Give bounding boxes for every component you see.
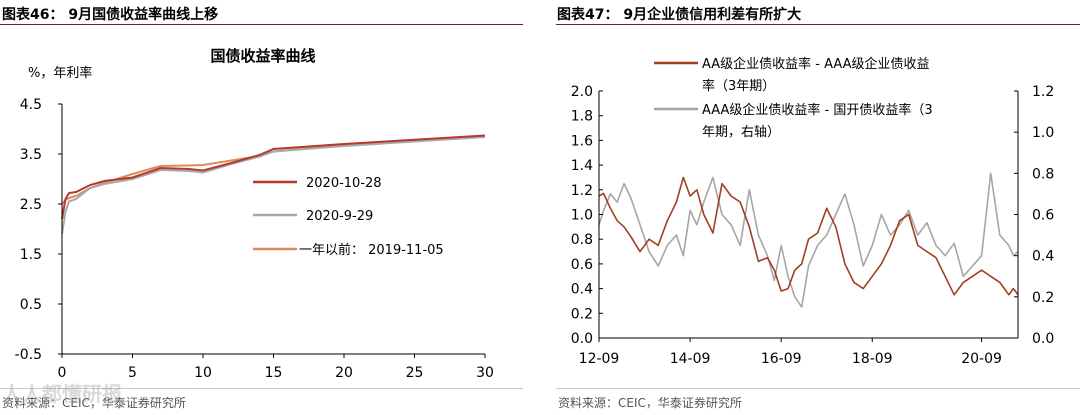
right-y-tick-label: 1.2 [1032, 84, 1054, 100]
y-tick-label: 0.5 [20, 297, 42, 313]
right-title-rule [556, 24, 1080, 25]
left-y-tick-label: 0.0 [571, 331, 593, 347]
right-y-tick-label: 0.2 [1032, 290, 1054, 306]
left-source-rule [0, 388, 523, 389]
left-y-tick-label: 1.2 [571, 183, 593, 199]
right-y-tick-label: 1.0 [1032, 125, 1054, 141]
legend-label-2: 一年以前： 2019-11-05 [299, 242, 444, 258]
series-line-0 [61, 134, 486, 220]
y-tick-label: 3.5 [20, 147, 42, 163]
left-y-tick-label: 0.6 [571, 257, 593, 273]
x-tick-label: 15 [265, 365, 283, 381]
left-y-tick-label: 1.4 [571, 158, 593, 174]
right-y-tick-label: 0.4 [1032, 249, 1054, 265]
chart-title: 国债收益率曲线 [210, 47, 315, 65]
credit-spread-chart: 2.0 1.8 1.6 1.4 1.2 1.0 0.8 0.6 0.4 0.2 0.0 1.2 1.0 0… [571, 56, 1055, 367]
right-y-tick-label: 0.0 [1032, 331, 1054, 347]
legend-label-1: 2020-9-29 [306, 209, 373, 224]
legend-label-0-line1: AA级企业债收益率 - AAA级企业债收益 [702, 56, 930, 72]
right-source: 资料来源：CEIC，华泰证券研究所 [558, 396, 742, 410]
x-tick-label: 14-09 [670, 351, 711, 367]
series-line-2 [61, 135, 486, 205]
x-tick-label: 10 [194, 365, 212, 381]
left-y-tick-label: 2.0 [571, 84, 593, 100]
y-tick-label: 1.5 [20, 247, 42, 263]
legend-label-0-line2: 率（3年期） [702, 78, 775, 94]
legend-label-1-line1: AAA级企业债收益率 - 国开债收益率（3 [702, 102, 933, 118]
x-tick-label: 5 [128, 365, 137, 381]
left-y-tick-label: 1.6 [571, 133, 593, 149]
watermark: 人人都懂研报 [2, 382, 122, 406]
series-line-1 [598, 172, 1019, 308]
legend-label-1-line2: 年期，右轴） [702, 125, 780, 140]
left-y-tick-label: 0.4 [571, 282, 593, 298]
left-y-tick-label: 0.8 [571, 232, 593, 248]
left-y-tick-label: 0.2 [571, 306, 593, 322]
x-tick-label: 30 [476, 365, 494, 381]
series-line-0 [598, 176, 1019, 296]
left-source: 资料来源：CEIC，华泰证券研究所 [2, 396, 186, 410]
y-tick-label: 2.5 [20, 197, 42, 213]
right-panel-title: 图表47： 9月企业债信用利差有所扩大 [557, 7, 802, 23]
left-y-tick-label: 1.8 [571, 109, 593, 125]
x-tick-label: 12-09 [579, 351, 620, 367]
x-tick-label: 20-09 [961, 351, 1002, 367]
x-tick-label: 0 [58, 365, 67, 381]
y-axis-label: %，年利率 [28, 65, 92, 81]
x-tick-label: 18-09 [852, 351, 893, 367]
left-y-tick-label: 1.0 [571, 208, 593, 224]
right-source-rule [556, 388, 1080, 389]
left-panel-title: 图表46： 9月国债收益率曲线上移 [2, 7, 219, 23]
y-tick-label: -0.5 [15, 347, 42, 363]
x-tick-label: 16-09 [761, 351, 802, 367]
right-y-tick-label: 0.6 [1032, 208, 1054, 224]
series-line-1 [61, 136, 486, 235]
x-tick-label: 20 [335, 365, 353, 381]
right-y-tick-label: 0.8 [1032, 166, 1054, 182]
x-tick-label: 25 [406, 365, 424, 381]
yield-curve-chart: 国债收益率曲线 %，年利率 4.5 3.5 2.5 1.5 0.5 -0.5 0 5 10 15 2… [15, 47, 494, 381]
legend-label-0: 2020-10-28 [306, 176, 382, 191]
y-tick-label: 4.5 [20, 97, 42, 113]
left-title-rule [0, 24, 523, 25]
